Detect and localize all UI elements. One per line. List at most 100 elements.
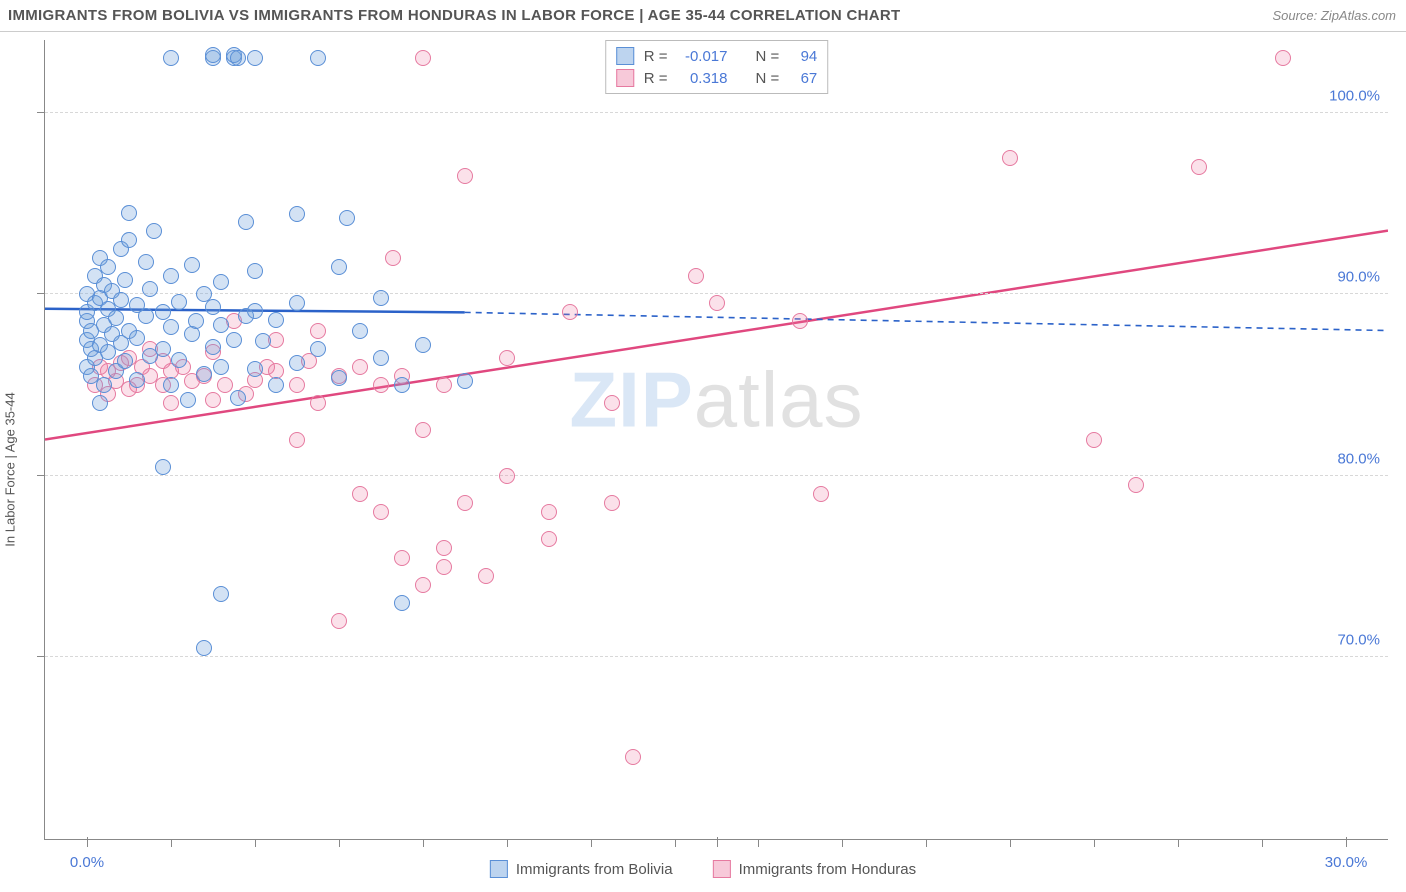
x-minor-tick <box>758 839 759 847</box>
data-point <box>436 540 452 556</box>
legend-swatch <box>616 47 634 65</box>
chart-title: IMMIGRANTS FROM BOLIVIA VS IMMIGRANTS FR… <box>8 7 900 24</box>
data-point <box>331 613 347 629</box>
data-point <box>385 250 401 266</box>
data-point <box>1086 432 1102 448</box>
legend-label: Immigrants from Honduras <box>739 861 917 878</box>
data-point <box>310 395 326 411</box>
x-minor-tick <box>339 839 340 847</box>
data-point <box>129 372 145 388</box>
x-minor-tick <box>1262 839 1263 847</box>
legend-item: Immigrants from Bolivia <box>490 860 673 878</box>
data-point <box>436 559 452 575</box>
chart-container: In Labor Force | Age 35-44 ZIPatlas R =-… <box>0 32 1406 892</box>
data-point <box>1275 50 1291 66</box>
r-label: R = <box>644 48 668 65</box>
x-tick-label: 0.0% <box>70 854 104 871</box>
x-tick <box>1346 837 1347 847</box>
data-point <box>394 595 410 611</box>
data-point <box>113 292 129 308</box>
data-point <box>117 353 133 369</box>
data-point <box>213 274 229 290</box>
legend-swatch <box>490 860 508 878</box>
y-tick-label: 80.0% <box>1337 450 1380 467</box>
data-point <box>499 350 515 366</box>
data-point <box>171 294 187 310</box>
x-minor-tick <box>1178 839 1179 847</box>
data-point <box>155 304 171 320</box>
data-point <box>688 268 704 284</box>
x-minor-tick <box>255 839 256 847</box>
data-point <box>268 377 284 393</box>
data-point <box>373 377 389 393</box>
data-point <box>1002 150 1018 166</box>
data-point <box>100 259 116 275</box>
x-minor-tick <box>675 839 676 847</box>
data-point <box>813 486 829 502</box>
data-point <box>213 359 229 375</box>
data-point <box>255 333 271 349</box>
data-point <box>230 50 246 66</box>
data-point <box>180 392 196 408</box>
data-point <box>247 303 263 319</box>
data-point <box>196 640 212 656</box>
stats-row: R =-0.017N =94 <box>616 45 818 67</box>
legend-label: Immigrants from Bolivia <box>516 861 673 878</box>
data-point <box>96 377 112 393</box>
r-value: -0.017 <box>678 48 728 65</box>
r-value: 0.318 <box>678 70 728 87</box>
data-point <box>331 259 347 275</box>
r-label: R = <box>644 70 668 87</box>
x-minor-tick <box>171 839 172 847</box>
data-point <box>289 377 305 393</box>
data-point <box>478 568 494 584</box>
x-minor-tick <box>926 839 927 847</box>
data-point <box>184 257 200 273</box>
x-tick <box>87 837 88 847</box>
source-label: Source: ZipAtlas.com <box>1272 8 1396 23</box>
data-point <box>457 168 473 184</box>
data-point <box>373 504 389 520</box>
data-point <box>142 281 158 297</box>
data-point <box>792 313 808 329</box>
data-point <box>138 254 154 270</box>
data-point <box>155 341 171 357</box>
data-point <box>205 392 221 408</box>
x-minor-tick <box>842 839 843 847</box>
data-point <box>108 310 124 326</box>
data-point <box>121 205 137 221</box>
data-point <box>1128 477 1144 493</box>
data-point <box>289 432 305 448</box>
data-point <box>171 352 187 368</box>
data-point <box>394 377 410 393</box>
data-point <box>289 355 305 371</box>
data-point <box>541 504 557 520</box>
n-label: N = <box>756 48 780 65</box>
data-point <box>541 531 557 547</box>
data-point <box>415 422 431 438</box>
data-point <box>155 459 171 475</box>
data-point <box>625 749 641 765</box>
x-minor-tick <box>423 839 424 847</box>
data-point <box>268 312 284 328</box>
data-point <box>310 323 326 339</box>
y-tick-label: 70.0% <box>1337 632 1380 649</box>
data-point <box>436 377 452 393</box>
data-point <box>604 395 620 411</box>
stats-legend: R =-0.017N =94R =0.318N =67 <box>605 40 829 94</box>
data-point <box>146 223 162 239</box>
x-tick-label: 30.0% <box>1325 854 1368 871</box>
data-point <box>247 361 263 377</box>
data-point <box>188 313 204 329</box>
legend-item: Immigrants from Honduras <box>713 860 917 878</box>
data-point <box>1191 159 1207 175</box>
data-point <box>310 341 326 357</box>
data-point <box>709 295 725 311</box>
data-point <box>604 495 620 511</box>
data-point <box>289 295 305 311</box>
gridline <box>45 293 1388 294</box>
x-minor-tick <box>591 839 592 847</box>
x-tick <box>717 837 718 847</box>
legend-swatch <box>713 860 731 878</box>
data-point <box>247 50 263 66</box>
